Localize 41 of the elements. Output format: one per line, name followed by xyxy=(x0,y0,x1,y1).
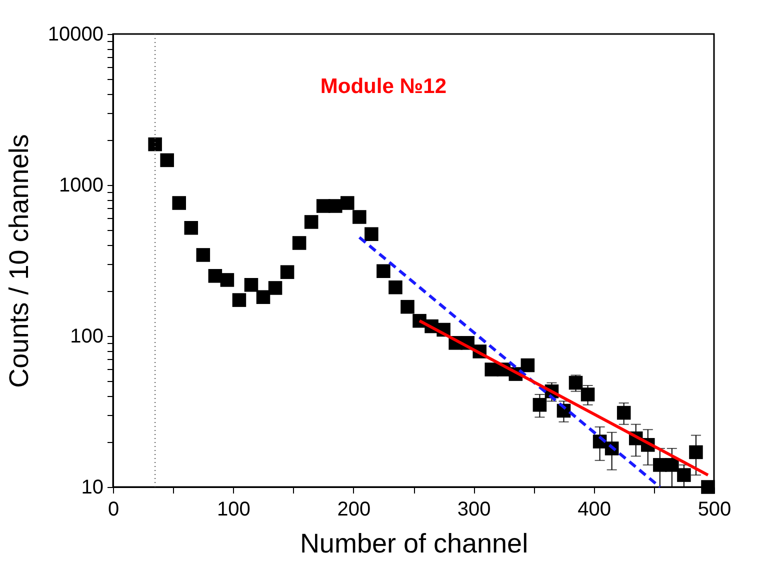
x-tick-label: 500 xyxy=(698,498,732,520)
y-tick-label: 10000 xyxy=(48,24,104,46)
point xyxy=(520,358,535,372)
point xyxy=(220,273,234,287)
point xyxy=(232,293,246,307)
point xyxy=(364,227,378,241)
point xyxy=(172,196,186,210)
point xyxy=(148,137,162,152)
y-tick-label: 100 xyxy=(70,326,104,348)
point xyxy=(689,445,703,460)
x-tick-label: 400 xyxy=(578,498,611,520)
x-axis-title: Number of channel xyxy=(300,528,528,558)
point xyxy=(616,406,631,420)
point xyxy=(400,300,414,314)
annotation: Module №12 xyxy=(320,75,446,98)
y-tick-label: 1000 xyxy=(59,174,104,196)
point xyxy=(665,458,679,472)
point xyxy=(256,290,270,304)
point xyxy=(388,280,402,294)
y-tick-label: 10 xyxy=(81,476,104,498)
point xyxy=(196,248,210,262)
point xyxy=(304,215,318,229)
x-tick-label: 100 xyxy=(217,498,250,520)
point xyxy=(208,269,222,283)
point xyxy=(532,398,547,412)
point xyxy=(280,265,294,279)
point xyxy=(292,236,306,250)
point xyxy=(160,153,174,168)
point xyxy=(244,278,258,292)
point xyxy=(268,281,282,295)
point xyxy=(184,220,198,235)
point xyxy=(701,480,715,494)
x-tick-label: 200 xyxy=(337,498,371,520)
point xyxy=(376,264,390,278)
x-tick-label: 0 xyxy=(108,498,120,520)
x-tick-label: 300 xyxy=(457,498,491,520)
point xyxy=(580,388,595,402)
point xyxy=(340,196,354,210)
point xyxy=(352,210,366,224)
point xyxy=(677,468,691,482)
y-axis-title: Counts / 10 channels xyxy=(4,134,34,388)
